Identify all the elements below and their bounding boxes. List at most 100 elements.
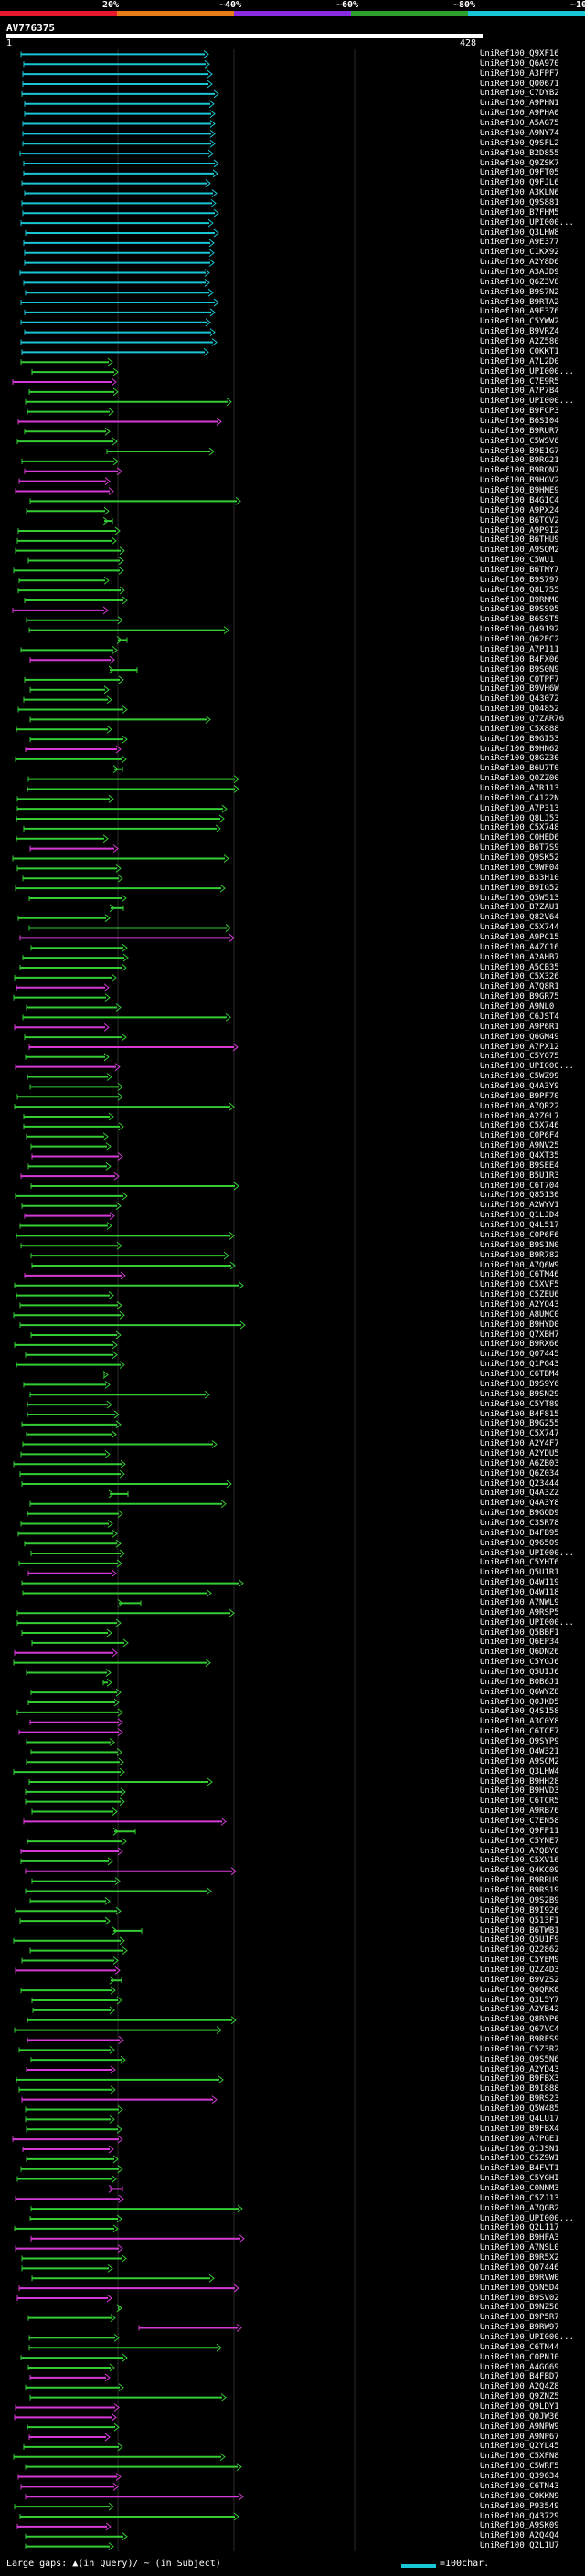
hit-label[interactable]: UniRef100_B9RVW0 — [480, 2273, 559, 2283]
hit-label[interactable]: UniRef100_B9G255 — [480, 1419, 559, 1429]
hit-label[interactable]: UniRef100_Q8LJ53 — [480, 813, 559, 823]
hit-label[interactable]: UniRef100_A3C0Y8 — [480, 1717, 559, 1727]
hit-label[interactable]: UniRef100_A7PX12 — [480, 1042, 559, 1052]
hit-label[interactable]: UniRef100_C6TCR5 — [480, 1797, 559, 1807]
hit-label[interactable]: UniRef100_B4FVT1 — [480, 2164, 559, 2174]
hit-label[interactable]: UniRef100_Q1JSN1 — [480, 2144, 559, 2154]
hit-label[interactable]: UniRef100_C5X746 — [480, 1121, 559, 1131]
hit-label[interactable]: UniRef100_Q4W321 — [480, 1746, 559, 1756]
hit-label[interactable]: UniRef100_UPI000... — [480, 217, 574, 228]
hit-label[interactable]: UniRef100_UPI000... — [480, 1062, 574, 1072]
hit-label[interactable]: UniRef100_C6TN44 — [480, 2342, 559, 2352]
hit-label[interactable]: UniRef100_C6TCF7 — [480, 1727, 559, 1737]
hit-label[interactable]: UniRef100_B9SEE4 — [480, 1161, 559, 1171]
hit-label[interactable]: UniRef100_Q9ZSK7 — [480, 158, 559, 168]
hit-label[interactable]: UniRef100_C0KKN9 — [480, 2491, 559, 2501]
hit-label[interactable]: UniRef100_B9RG21 — [480, 456, 559, 466]
hit-label[interactable]: UniRef100_C7DYB2 — [480, 89, 559, 99]
hit-label[interactable]: UniRef100_B9RX66 — [480, 1340, 559, 1350]
hit-label[interactable]: UniRef100_C6TBM4 — [480, 1370, 559, 1380]
hit-label[interactable]: UniRef100_A9RSP5 — [480, 1607, 559, 1617]
hit-label[interactable]: UniRef100_Q0JKD5 — [480, 1697, 559, 1707]
hit-label[interactable]: UniRef100_Q67VC4 — [480, 2025, 559, 2035]
hit-label[interactable]: UniRef100_C5YHT6 — [480, 1558, 559, 1568]
hit-label[interactable]: UniRef100_Q43072 — [480, 694, 559, 705]
hit-label[interactable]: UniRef100_B2D855 — [480, 148, 559, 158]
hit-label[interactable]: UniRef100_B9FBX4 — [480, 2124, 559, 2134]
hit-label[interactable]: UniRef100_B9RQN7 — [480, 466, 559, 476]
hit-label[interactable]: UniRef100_Q7ZAR76 — [480, 714, 565, 724]
hit-label[interactable]: UniRef100_Q5BBF1 — [480, 1627, 559, 1638]
hit-label[interactable]: UniRef100_B9GI53 — [480, 734, 559, 744]
hit-label[interactable]: UniRef100_Q4A3Y8 — [480, 1499, 559, 1509]
hit-label[interactable]: UniRef100_A9NPW9 — [480, 2422, 559, 2432]
hit-label[interactable]: UniRef100_A2WYV1 — [480, 1201, 559, 1211]
hit-label[interactable]: UniRef100_A2AHB7 — [480, 952, 559, 962]
hit-label[interactable]: UniRef100_A2YD43 — [480, 2064, 559, 2074]
hit-label[interactable]: UniRef100_C5Z9W1 — [480, 2154, 559, 2164]
hit-label[interactable]: UniRef100_C5ZEU6 — [480, 1290, 559, 1300]
hit-label[interactable]: UniRef100_A2YDU5 — [480, 1448, 559, 1458]
hit-label[interactable]: UniRef100_A2Y8D6 — [480, 258, 559, 268]
hit-label[interactable]: UniRef100_A9PX24 — [480, 505, 559, 515]
hit-label[interactable]: UniRef100_Q4A3Y9 — [480, 1081, 559, 1091]
hit-label[interactable]: UniRef100_C5WRF5 — [480, 2462, 559, 2472]
hit-label[interactable]: UniRef100_Q9SYP9 — [480, 1737, 559, 1747]
hit-label[interactable]: UniRef100_Q5W485 — [480, 2104, 559, 2115]
hit-label[interactable]: UniRef100_Q4A3ZZ — [480, 1489, 559, 1499]
hit-label[interactable]: UniRef100_B9PF70 — [480, 1091, 559, 1101]
hit-label[interactable]: UniRef100_A7QR22 — [480, 1101, 559, 1111]
hit-label[interactable]: UniRef100_P93549 — [480, 2501, 559, 2511]
hit-label[interactable]: UniRef100_Q8GZ30 — [480, 754, 559, 764]
hit-label[interactable]: UniRef100_B9SV02 — [480, 2293, 559, 2303]
hit-label[interactable]: UniRef100_B0B6J1 — [480, 1677, 559, 1687]
hit-label[interactable]: UniRef100_B9HN62 — [480, 744, 559, 754]
hit-label[interactable]: UniRef100_B9S0N9 — [480, 664, 559, 674]
hit-label[interactable]: UniRef100_Q4W119 — [480, 1578, 559, 1588]
hit-label[interactable]: UniRef100_B9RTA2 — [480, 297, 559, 307]
hit-label[interactable]: UniRef100_B9S7N2 — [480, 287, 559, 297]
hit-label[interactable]: UniRef100_A9E376 — [480, 307, 559, 317]
hit-label[interactable]: UniRef100_Q5U1F9 — [480, 1935, 559, 1945]
hit-label[interactable]: UniRef100_Q2L1U7 — [480, 2541, 559, 2551]
hit-label[interactable]: UniRef100_A9SCM2 — [480, 1756, 559, 1766]
hit-label[interactable]: UniRef100_A9NP67 — [480, 2432, 559, 2442]
hit-label[interactable]: UniRef100_C5X744 — [480, 923, 559, 933]
hit-label[interactable]: UniRef100_Q9S881 — [480, 197, 559, 207]
hit-label[interactable]: UniRef100_Q4KC09 — [480, 1866, 559, 1876]
hit-label[interactable]: UniRef100_A5CB35 — [480, 962, 559, 972]
hit-label[interactable]: UniRef100_C5XV16 — [480, 1856, 559, 1866]
hit-label[interactable]: UniRef100_A9SQM2 — [480, 546, 559, 556]
hit-label[interactable]: UniRef100_Q1PG43 — [480, 1360, 559, 1370]
hit-label[interactable]: UniRef100_C0KKT1 — [480, 346, 559, 356]
hit-label[interactable]: UniRef100_B9SS95 — [480, 605, 559, 615]
hit-label[interactable]: UniRef100_Q5W513 — [480, 893, 559, 903]
hit-label[interactable]: UniRef100_UPI000... — [480, 2213, 574, 2223]
hit-label[interactable]: UniRef100_B9IG52 — [480, 883, 559, 893]
hit-label[interactable]: UniRef100_C5WSV6 — [480, 436, 559, 446]
hit-label[interactable]: UniRef100_B9E1G7 — [480, 446, 559, 456]
hit-label[interactable]: UniRef100_C5Y075 — [480, 1052, 559, 1062]
hit-label[interactable]: UniRef100_C3SR78 — [480, 1519, 559, 1529]
hit-label[interactable]: UniRef100_C5YNE7 — [480, 1836, 559, 1846]
hit-label[interactable]: UniRef100_B9GQD9 — [480, 1509, 559, 1519]
hit-label[interactable]: UniRef100_C5WU1 — [480, 556, 555, 566]
hit-label[interactable]: UniRef100_Q9S2B9 — [480, 1895, 559, 1905]
hit-label[interactable]: UniRef100_C0NNM3 — [480, 2183, 559, 2193]
hit-label[interactable]: UniRef100_C5ZJ13 — [480, 2193, 559, 2203]
hit-label[interactable]: UniRef100_B9S9Y6 — [480, 1379, 559, 1389]
hit-label[interactable]: UniRef100_C5X748 — [480, 823, 559, 833]
hit-label[interactable]: UniRef100_B4FB95 — [480, 1528, 559, 1538]
hit-label[interactable]: UniRef100_C5XVF5 — [480, 1280, 559, 1290]
hit-label[interactable]: UniRef100_B9P5R7 — [480, 2313, 559, 2323]
hit-label[interactable]: UniRef100_C5Z3R2 — [480, 2044, 559, 2054]
hit-label[interactable]: UniRef100_Q6Z3V8 — [480, 277, 559, 287]
hit-label[interactable]: UniRef100_Q9SK52 — [480, 853, 559, 864]
hit-label[interactable]: UniRef100_Q9ZNZ5 — [480, 2392, 559, 2402]
hit-label[interactable]: UniRef100_Q2Z4D3 — [480, 1965, 559, 1975]
hit-label[interactable]: UniRef100_A7Q6W9 — [480, 1260, 559, 1270]
hit-label[interactable]: UniRef100_A7PGE1 — [480, 2134, 559, 2144]
hit-label[interactable]: UniRef100_A6ZB03 — [480, 1458, 559, 1468]
hit-label[interactable]: UniRef100_Q9XF16 — [480, 49, 559, 58]
hit-label[interactable]: UniRef100_A9NY74 — [480, 128, 559, 138]
